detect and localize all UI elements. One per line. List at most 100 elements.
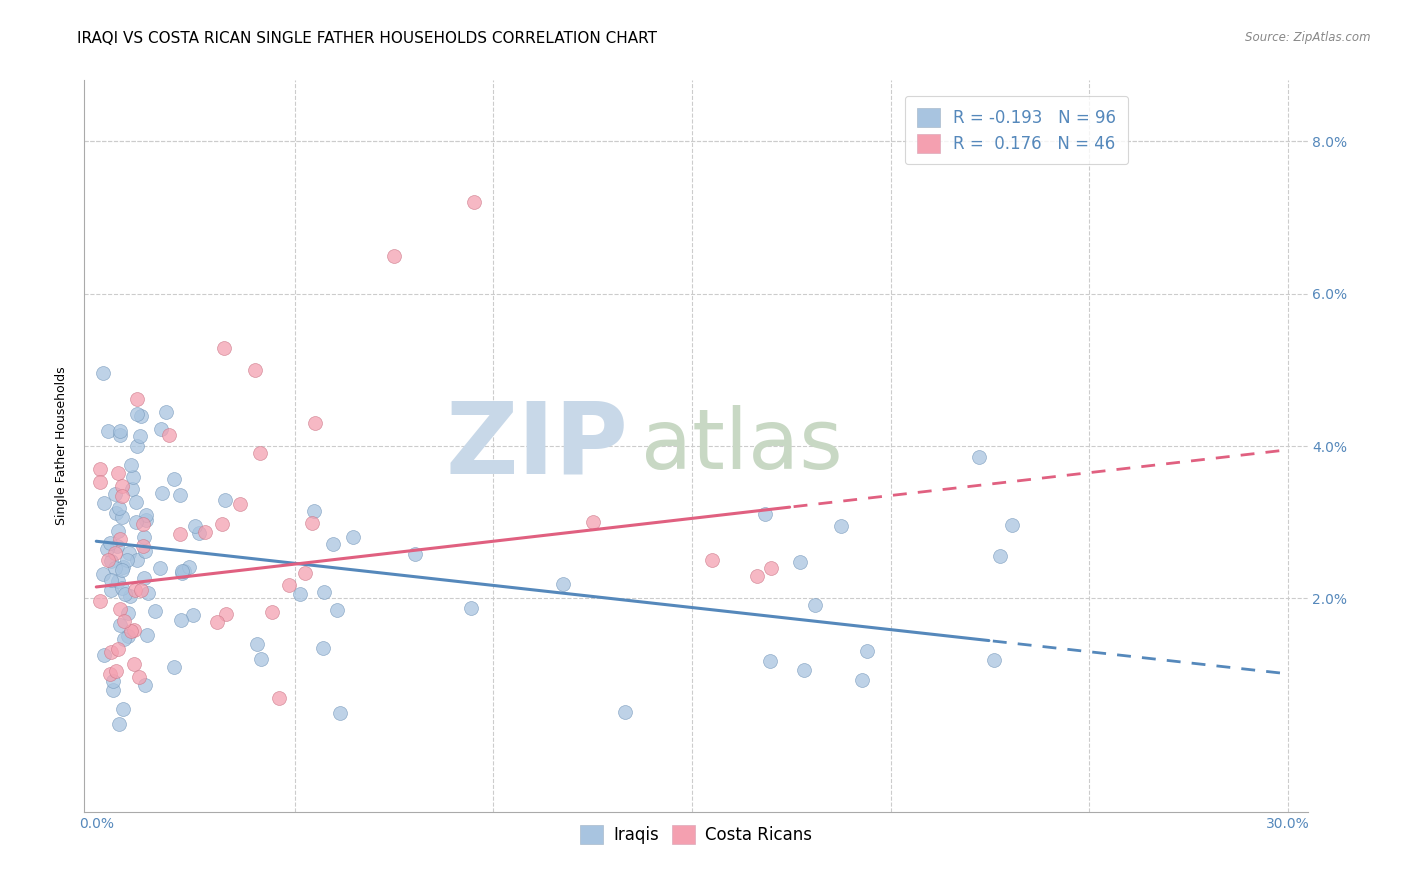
Point bbox=[851, 673, 873, 687]
Point bbox=[103, 683, 125, 698]
Point bbox=[135, 513, 157, 527]
Point bbox=[122, 657, 145, 671]
Point bbox=[260, 606, 283, 620]
Point bbox=[108, 532, 131, 546]
Point bbox=[761, 561, 783, 575]
Point bbox=[111, 509, 134, 524]
Point bbox=[122, 623, 145, 637]
Point bbox=[149, 561, 172, 575]
Point bbox=[107, 501, 129, 516]
Point bbox=[120, 590, 142, 604]
Point bbox=[311, 640, 333, 655]
Point bbox=[97, 553, 120, 567]
Point bbox=[793, 663, 815, 677]
Point bbox=[120, 458, 142, 472]
Point bbox=[93, 648, 115, 662]
Point bbox=[100, 554, 122, 568]
Point bbox=[100, 645, 122, 659]
Point bbox=[89, 594, 111, 608]
Point bbox=[163, 660, 186, 674]
Point bbox=[98, 666, 121, 681]
Point bbox=[830, 518, 852, 533]
Point bbox=[278, 578, 301, 592]
Point bbox=[754, 507, 776, 521]
Point bbox=[104, 546, 127, 560]
Point bbox=[107, 467, 129, 481]
Point bbox=[170, 613, 193, 627]
Point bbox=[243, 363, 266, 377]
Legend: Iraqis, Costa Ricans: Iraqis, Costa Ricans bbox=[572, 818, 820, 851]
Point bbox=[93, 496, 115, 510]
Point bbox=[128, 670, 150, 684]
Point bbox=[1001, 518, 1024, 533]
Point bbox=[129, 409, 152, 423]
Point bbox=[342, 530, 364, 544]
Point bbox=[112, 702, 135, 716]
Point bbox=[132, 540, 155, 554]
Point bbox=[124, 515, 146, 529]
Point bbox=[181, 608, 204, 623]
Point bbox=[97, 424, 120, 438]
Text: IRAQI VS COSTA RICAN SINGLE FATHER HOUSEHOLDS CORRELATION CHART: IRAQI VS COSTA RICAN SINGLE FATHER HOUSE… bbox=[77, 31, 658, 46]
Point bbox=[229, 497, 252, 511]
Point bbox=[96, 542, 118, 557]
Point bbox=[108, 601, 131, 615]
Point bbox=[150, 421, 173, 435]
Point bbox=[127, 439, 149, 453]
Text: Source: ZipAtlas.com: Source: ZipAtlas.com bbox=[1246, 31, 1371, 45]
Point bbox=[132, 571, 155, 585]
Point bbox=[104, 561, 127, 575]
Point bbox=[104, 664, 127, 678]
Point bbox=[136, 585, 159, 599]
Point bbox=[967, 450, 990, 464]
Point bbox=[460, 601, 482, 615]
Point bbox=[122, 470, 145, 484]
Point bbox=[129, 583, 152, 598]
Point bbox=[326, 603, 349, 617]
Point bbox=[294, 566, 316, 581]
Point bbox=[249, 446, 271, 460]
Text: atlas: atlas bbox=[641, 406, 842, 486]
Point bbox=[111, 559, 134, 574]
Point bbox=[117, 606, 139, 620]
Point bbox=[700, 553, 723, 567]
Point bbox=[118, 546, 141, 560]
Point bbox=[136, 628, 159, 642]
Point bbox=[172, 564, 194, 578]
Point bbox=[288, 586, 311, 600]
Point bbox=[304, 416, 326, 430]
Point bbox=[214, 492, 236, 507]
Point bbox=[114, 614, 136, 628]
Point bbox=[91, 567, 114, 582]
Point bbox=[207, 615, 229, 629]
Point bbox=[302, 504, 325, 518]
Point bbox=[125, 407, 148, 421]
Point bbox=[111, 479, 134, 493]
Point bbox=[804, 599, 827, 613]
Point bbox=[124, 583, 146, 598]
Point bbox=[134, 678, 156, 692]
Point bbox=[127, 392, 149, 407]
Point bbox=[789, 555, 811, 569]
Point bbox=[551, 576, 574, 591]
Point bbox=[143, 604, 166, 618]
Point bbox=[163, 472, 186, 486]
Point bbox=[250, 652, 273, 666]
Point bbox=[108, 428, 131, 442]
Text: ZIP: ZIP bbox=[446, 398, 628, 494]
Point bbox=[169, 527, 191, 541]
Point bbox=[404, 547, 426, 561]
Point bbox=[212, 341, 235, 355]
Point bbox=[194, 524, 217, 539]
Point bbox=[382, 248, 405, 262]
Point bbox=[135, 508, 157, 523]
Point bbox=[211, 516, 233, 531]
Point bbox=[132, 516, 155, 531]
Point bbox=[269, 691, 291, 706]
Point bbox=[132, 530, 155, 544]
Point bbox=[111, 582, 134, 596]
Point bbox=[107, 716, 129, 731]
Point bbox=[312, 585, 335, 599]
Point bbox=[110, 424, 132, 438]
Point bbox=[246, 637, 269, 651]
